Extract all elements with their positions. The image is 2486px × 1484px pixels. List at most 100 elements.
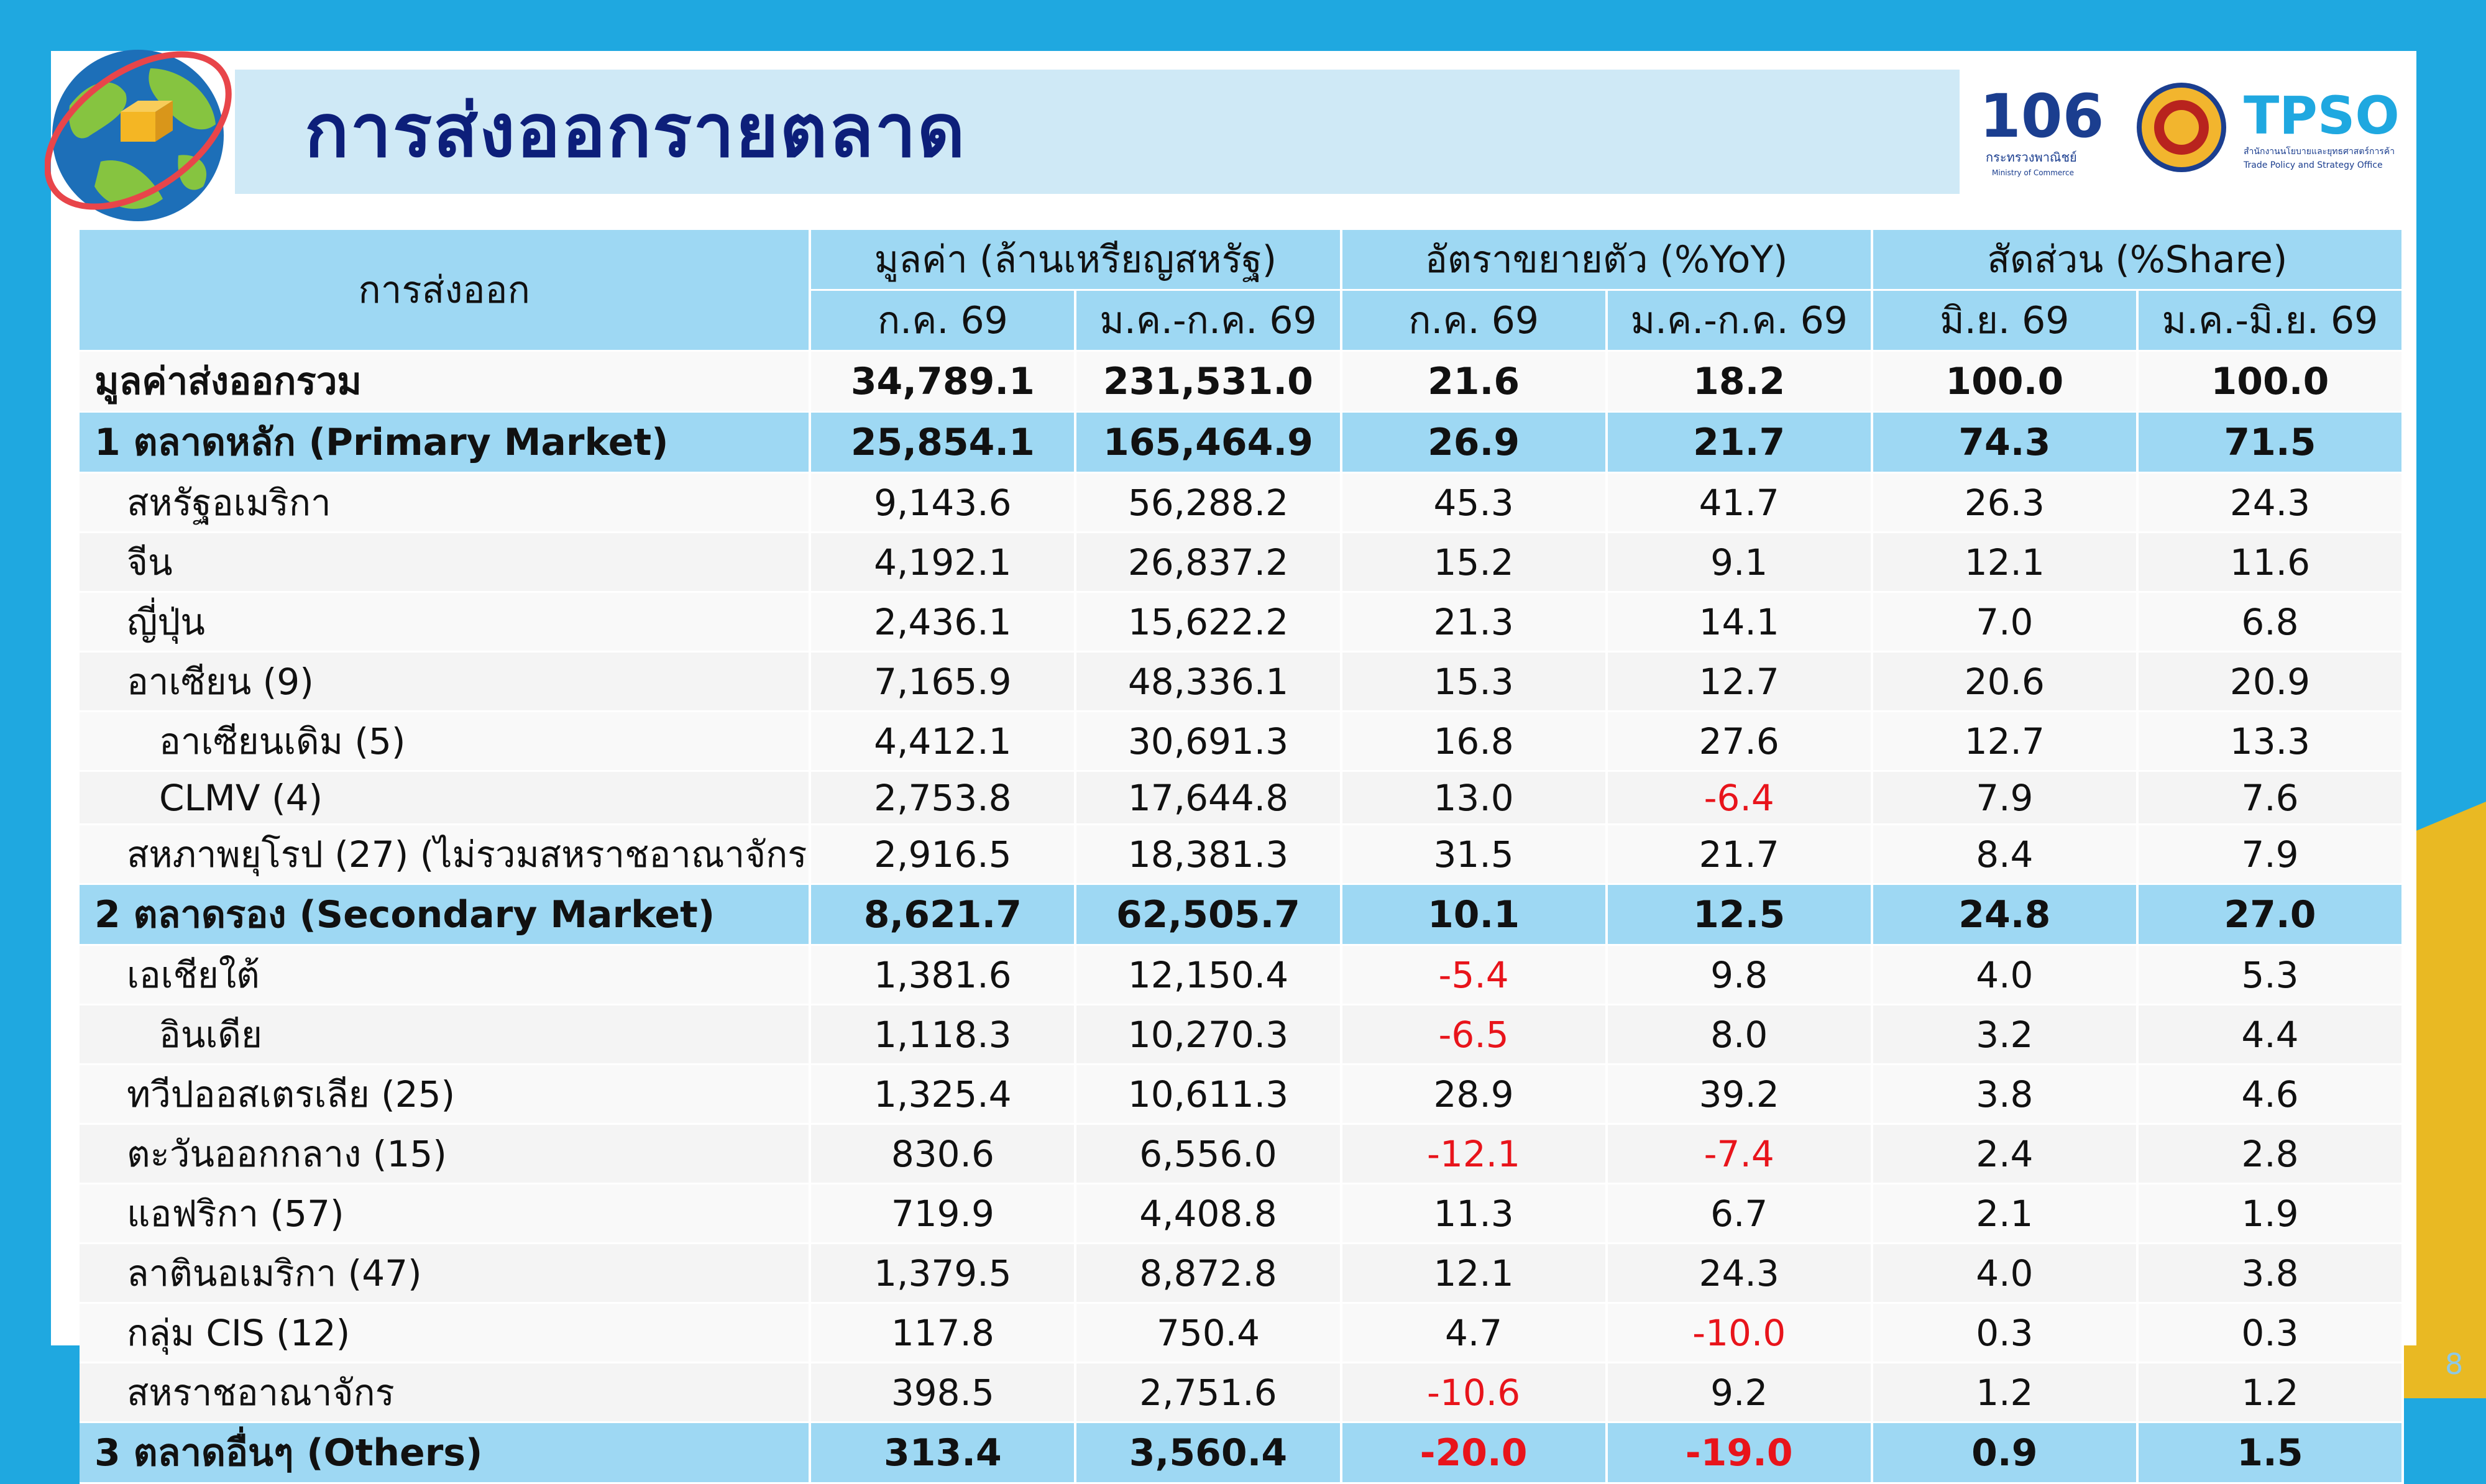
row-label: 1 ตลาดหลัก (Primary Market) — [80, 411, 812, 474]
sub-header: ม.ค.-ก.ค. 69 — [1606, 290, 1873, 352]
table-cell: 25,854.1 — [810, 411, 1077, 474]
table-cell: 20.9 — [2137, 651, 2405, 712]
table-cell: 12.5 — [1606, 884, 1873, 946]
row-label: แอฟริกา (57) — [80, 1183, 812, 1244]
sub-header: ก.ค. 69 — [810, 290, 1077, 352]
row-label: จีน — [80, 532, 812, 593]
table-row: เอเชียใต้ 1,381.6 12,150.4 -5.4 9.8 4.0 5.3 — [80, 945, 2405, 1005]
row-label: CLMV (4) — [80, 771, 812, 825]
table-cell: 9.8 — [1606, 945, 1873, 1005]
page-title: การส่งออกรายตลาด — [305, 88, 966, 173]
table-cell: 0.3 — [2137, 1303, 2405, 1363]
table-cell: -7.4 — [1606, 1124, 1873, 1184]
table-cell: 6,556.0 — [1075, 1124, 1342, 1184]
table-cell: 3.2 — [1871, 1004, 2139, 1065]
table-cell: 313.4 — [810, 1422, 1077, 1484]
table-cell: 231,531.0 — [1075, 350, 1342, 413]
ministry-106-logo: 106 กระทรวงพาณิชย์ Ministry of Commerce — [1979, 81, 2104, 177]
table-cell: -6.4 — [1606, 771, 1873, 825]
row-label: สหภาพยุโรป (27) (ไม่รวมสหราชอาณาจักร) — [80, 824, 812, 885]
table-cell: 3.8 — [2137, 1243, 2405, 1304]
ministry-number: 106 — [1979, 81, 2104, 151]
table-cell: 1,118.3 — [810, 1004, 1077, 1065]
table-row: อาเซียน (9) 7,165.9 48,336.1 15.3 12.7 20.6 20… — [80, 651, 2405, 712]
title-band — [235, 70, 1960, 194]
table-cell: 26,837.2 — [1075, 532, 1342, 593]
table-cell: 21.6 — [1341, 350, 1608, 413]
table-cell: 8.4 — [1871, 824, 2139, 885]
group-header-growth: อัตราขยายตัว (%YoY) — [1341, 230, 1873, 291]
table-row: สหรัฐอเมริกา 9,143.6 56,288.2 45.3 41.7 26.3 2… — [80, 472, 2405, 533]
ministry-name-en: Ministry of Commerce — [1992, 168, 2074, 177]
table-cell: -20.0 — [1341, 1422, 1608, 1484]
table-cell: 2,753.8 — [810, 771, 1077, 825]
table-cell: 750.4 — [1075, 1303, 1342, 1363]
table-cell: 27.6 — [1606, 711, 1873, 772]
table-cell: 26.9 — [1341, 411, 1608, 474]
table-cell: 13.0 — [1341, 771, 1608, 825]
table-cell: 28.9 — [1341, 1064, 1608, 1125]
table-cell: 3.8 — [1871, 1064, 2139, 1125]
table-cell: 100.0 — [1871, 350, 2139, 413]
table-cell: 7.0 — [1871, 592, 2139, 653]
row-header: การส่งออก — [80, 230, 812, 352]
ministry-name-th: กระทรวงพาณิชย์ — [1986, 150, 2077, 165]
table-row: 1 ตลาดหลัก (Primary Market) 25,854.1 165,4… — [80, 411, 2405, 474]
table-cell: 719.9 — [810, 1183, 1077, 1244]
table-cell: 10,270.3 — [1075, 1004, 1342, 1065]
row-label: ญี่ปุ่น — [80, 592, 812, 653]
table-cell: 24.3 — [1606, 1243, 1873, 1304]
table-row: อาเซียนเดิม (5) 4,412.1 30,691.3 16.8 27.6 12… — [80, 711, 2405, 772]
table-cell: 2.8 — [2137, 1124, 2405, 1184]
row-label: ทวีปออสเตรเลีย (25) — [80, 1064, 812, 1125]
table-cell: 1.9 — [2137, 1183, 2405, 1244]
table-cell: 10.1 — [1341, 884, 1608, 946]
table-cell: 27.0 — [2137, 884, 2405, 946]
table-cell: 2,436.1 — [810, 592, 1077, 653]
table-cell: -6.5 — [1341, 1004, 1608, 1065]
table-cell: 21.3 — [1341, 592, 1608, 653]
table-cell: 39.2 — [1606, 1064, 1873, 1125]
table-cell: 100.0 — [2137, 350, 2405, 413]
tpso-name-en: Trade Policy and Strategy Office — [2243, 160, 2383, 170]
row-label: ลาตินอเมริกา (47) — [80, 1243, 812, 1304]
table-cell: 7,165.9 — [810, 651, 1077, 712]
table-cell: 6.8 — [2137, 592, 2405, 653]
table-cell: 2.1 — [1871, 1183, 2139, 1244]
table-cell: 9.1 — [1606, 532, 1873, 593]
sub-header: ม.ค.-ก.ค. 69 — [1075, 290, 1342, 352]
row-label: อาเซียนเดิม (5) — [80, 711, 812, 772]
table-row: แอฟริกา (57) 719.9 4,408.8 11.3 6.7 2.1 1.9 — [80, 1183, 2405, 1244]
group-header-value: มูลค่า (ล้านเหรียญสหรัฐ) — [810, 230, 1342, 291]
sub-header: ม.ค.-มิ.ย. 69 — [2137, 290, 2405, 352]
table-cell: 14.1 — [1606, 592, 1873, 653]
row-label: ตะวันออกกลาง (15) — [80, 1124, 812, 1184]
table-cell: 0.3 — [1871, 1303, 2139, 1363]
table-cell: 4,412.1 — [810, 711, 1077, 772]
table-cell: 1.2 — [1871, 1362, 2139, 1423]
table-cell: 15,622.2 — [1075, 592, 1342, 653]
table-cell: 20.6 — [1871, 651, 2139, 712]
table-cell: 1,379.5 — [810, 1243, 1077, 1304]
table-header-row: การส่งออก มูลค่า (ล้านเหรียญสหรัฐ) อัตรา… — [80, 230, 2405, 352]
table-cell: -10.6 — [1341, 1362, 1608, 1423]
table-row: จีน 4,192.1 26,837.2 15.2 9.1 12.1 11.6 — [80, 532, 2405, 593]
table-row: ลาตินอเมริกา (47) 1,379.5 8,872.8 12.1 24.3 4… — [80, 1243, 2405, 1304]
table-cell: 18,381.3 — [1075, 824, 1342, 885]
table-cell: 8,621.7 — [810, 884, 1077, 946]
table-row: CLMV (4) 2,753.8 17,644.8 13.0 -6.4 7.9 7.6 — [80, 771, 2405, 825]
table-cell: 17,644.8 — [1075, 771, 1342, 825]
table-cell: -19.0 — [1606, 1422, 1873, 1484]
table-cell: -10.0 — [1606, 1303, 1873, 1363]
table-cell: 9,143.6 — [810, 472, 1077, 533]
table-cell: 10,611.3 — [1075, 1064, 1342, 1125]
table-cell: 2.4 — [1871, 1124, 2139, 1184]
table-cell: 24.8 — [1871, 884, 2139, 946]
table-cell: 13.3 — [2137, 711, 2405, 772]
table-cell: 45.3 — [1341, 472, 1608, 533]
table-cell: 8.0 — [1606, 1004, 1873, 1065]
row-label: เอเชียใต้ — [80, 945, 812, 1005]
table-row: 2 ตลาดรอง (Secondary Market) 8,621.7 62,50… — [80, 884, 2405, 946]
table-cell: 21.7 — [1606, 824, 1873, 885]
table-row: 3 ตลาดอื่นๆ (Others) 313.4 3,560.4 -20.0 -19… — [80, 1422, 2405, 1484]
